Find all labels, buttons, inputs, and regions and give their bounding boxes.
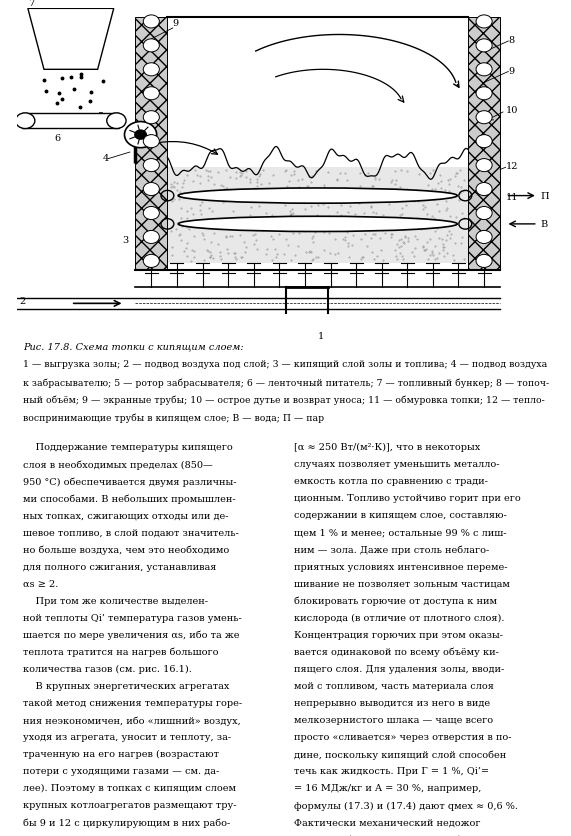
Text: приятных условиях интенсивное переме-: приятных условиях интенсивное переме- — [293, 563, 507, 572]
Text: мелкозернистого шлака — чаще всего: мелкозернистого шлака — чаще всего — [293, 716, 493, 725]
Text: щем 1 % и менее; остальные 99 % с лиш-: щем 1 % и менее; остальные 99 % с лиш- — [293, 528, 506, 538]
Text: мой с топливом, часть материала слоя: мой с топливом, часть материала слоя — [293, 682, 493, 691]
Circle shape — [143, 206, 159, 220]
Text: ционным. Топливо устойчиво горит при его: ционным. Топливо устойчиво горит при его — [293, 494, 520, 503]
Text: пящего слоя. Для удаления золы, вводи-: пящего слоя. Для удаления золы, вводи- — [293, 665, 504, 674]
Text: бы 9 и 12 с циркулирующим в них рабо-: бы 9 и 12 с циркулирующим в них рабо- — [23, 818, 230, 828]
Text: 11: 11 — [505, 193, 518, 202]
Text: течь как жидкость. При Г = 1 %, Qi’=: течь как жидкость. При Г = 1 %, Qi’= — [293, 767, 489, 777]
Circle shape — [476, 159, 492, 171]
Text: воспринимающие трубы в кипящем слое; В — вода; П — пар: воспринимающие трубы в кипящем слое; В —… — [23, 413, 324, 423]
Text: 5: 5 — [98, 112, 104, 121]
Text: При том же количестве выделен-: При том же количестве выделен- — [23, 597, 208, 606]
Text: 7: 7 — [28, 0, 34, 8]
Text: но больше воздуха, чем это необходимо: но больше воздуха, чем это необходимо — [23, 546, 229, 555]
Circle shape — [143, 182, 159, 196]
Text: крупных котлоагрегатов размещают тру-: крупных котлоагрегатов размещают тру- — [23, 802, 236, 810]
Text: 10: 10 — [505, 106, 518, 115]
Circle shape — [476, 38, 492, 52]
Text: 8: 8 — [508, 36, 514, 45]
Polygon shape — [28, 8, 114, 69]
Text: [α ≈ 250 Вт/(м²·К)], что в некоторых: [α ≈ 250 Вт/(м²·К)], что в некоторых — [293, 443, 480, 452]
Circle shape — [476, 182, 492, 196]
Text: 3: 3 — [122, 237, 128, 246]
Circle shape — [15, 113, 35, 129]
Text: 6: 6 — [55, 134, 61, 143]
Text: В: В — [540, 221, 548, 229]
Text: 12: 12 — [505, 162, 518, 171]
Text: кислорода (в отличие от плотного слоя).: кислорода (в отличие от плотного слоя). — [293, 614, 504, 623]
Text: теплота тратится на нагрев большого: теплота тратится на нагрев большого — [23, 648, 218, 657]
Circle shape — [134, 130, 147, 140]
Circle shape — [476, 135, 492, 148]
Bar — [167, 167, 468, 263]
Circle shape — [143, 38, 159, 52]
Text: дине, поскольку кипящий слой способен: дине, поскольку кипящий слой способен — [293, 750, 506, 760]
Text: вается одинаковой по всему объёму ки-: вается одинаковой по всему объёму ки- — [293, 648, 498, 657]
Text: содержании в кипящем слое, составляю-: содержании в кипящем слое, составляю- — [293, 512, 506, 521]
Circle shape — [143, 135, 159, 148]
Text: 1 — выгрузка золы; 2 — подвод воздуха под слой; 3 — кипящий слой золы и топлива;: 1 — выгрузка золы; 2 — подвод воздуха по… — [23, 360, 547, 370]
Text: Фактически механический недожог: Фактически механический недожог — [293, 818, 480, 828]
Text: 4: 4 — [103, 154, 109, 163]
Bar — [135, 17, 167, 269]
Circle shape — [476, 254, 492, 268]
Text: шевое топливо, в слой подают значитель-: шевое топливо, в слой подают значитель- — [23, 528, 239, 538]
Text: П: П — [540, 192, 549, 201]
Text: Рис. 17.8. Схема топки с кипящим слоем:: Рис. 17.8. Схема топки с кипящим слоем: — [23, 342, 243, 351]
Text: 9: 9 — [173, 18, 179, 28]
Circle shape — [143, 231, 159, 243]
Circle shape — [476, 15, 492, 28]
Text: количества газов (см. рис. 16.1).: количества газов (см. рис. 16.1). — [23, 665, 192, 674]
Text: такой метод снижения температуры горе-: такой метод снижения температуры горе- — [23, 699, 242, 708]
Text: лее). Поэтому в топках с кипящим слоем: лее). Поэтому в топках с кипящим слоем — [23, 784, 236, 793]
Circle shape — [107, 113, 126, 129]
Text: непрерывно выводится из него в виде: непрерывно выводится из него в виде — [293, 699, 490, 708]
Text: просто «сливается» через отверстия в по-: просто «сливается» через отверстия в по- — [293, 733, 511, 742]
Text: ный объём; 9 — экранные трубы; 10 — острое дутье и возврат уноса; 11 — обмуровка: ный объём; 9 — экранные трубы; 10 — остр… — [23, 395, 545, 405]
Text: В крупных энергетических агрегатах: В крупных энергетических агрегатах — [23, 682, 229, 691]
Text: случаях позволяет уменьшить металло-: случаях позволяет уменьшить металло- — [293, 461, 499, 469]
Text: Концентрация горючих при этом оказы-: Концентрация горючих при этом оказы- — [293, 631, 502, 640]
Ellipse shape — [178, 188, 457, 203]
Text: ним — зола. Даже при столь неблаго-: ним — зола. Даже при столь неблаго- — [293, 546, 489, 555]
Circle shape — [124, 121, 156, 148]
Text: блокировать горючие от доступа к ним: блокировать горючие от доступа к ним — [293, 597, 497, 606]
Text: уходя из агрегата, уносит и теплоту, за-: уходя из агрегата, уносит и теплоту, за- — [23, 733, 231, 742]
Text: шивание не позволяет зольным частицам: шивание не позволяет зольным частицам — [293, 579, 509, 589]
Circle shape — [476, 63, 492, 76]
Text: = 16 МДж/кг и A = 30 %, например,: = 16 МДж/кг и A = 30 %, например, — [293, 784, 481, 793]
Circle shape — [476, 87, 492, 99]
Text: αs ≥ 2.: αs ≥ 2. — [23, 579, 58, 589]
Circle shape — [476, 231, 492, 243]
Text: Поддержание температуры кипящего: Поддержание температуры кипящего — [23, 443, 232, 452]
Text: 1: 1 — [317, 332, 324, 341]
Circle shape — [143, 110, 159, 124]
Text: 9: 9 — [508, 67, 514, 76]
Circle shape — [143, 254, 159, 268]
Text: шается по мере увеличения αs, ибо та же: шается по мере увеличения αs, ибо та же — [23, 631, 239, 640]
Text: слоя в необходимых пределах (850—: слоя в необходимых пределах (850— — [23, 461, 212, 470]
Text: емкость котла по сравнению с тради-: емкость котла по сравнению с тради- — [293, 477, 488, 487]
Text: потери с уходящими газами — см. да-: потери с уходящими газами — см. да- — [23, 767, 219, 777]
Circle shape — [143, 159, 159, 171]
Circle shape — [143, 15, 159, 28]
Text: траченную на его нагрев (возрастают: траченную на его нагрев (возрастают — [23, 750, 219, 759]
Ellipse shape — [178, 217, 457, 232]
Text: ной теплоты Qi’ температура газов умень-: ной теплоты Qi’ температура газов умень- — [23, 614, 242, 623]
Text: к забрасывателю; 5 — ротор забрасывателя; 6 — ленточный питатель; 7 — топливный : к забрасывателю; 5 — ротор забрасывателя… — [23, 378, 549, 388]
Circle shape — [476, 110, 492, 124]
Circle shape — [143, 63, 159, 76]
Text: ми способами. В небольших промышлен-: ми способами. В небольших промышлен- — [23, 494, 235, 504]
Text: 950 °С) обеспечивается двумя различны-: 950 °С) обеспечивается двумя различны- — [23, 477, 236, 487]
Text: формулы (17.3) и (17.4) дают qмех ≈ 0,6 %.: формулы (17.3) и (17.4) дают qмех ≈ 0,6 … — [293, 802, 518, 811]
Text: ния неэкономичен, ибо «лишний» воздух,: ния неэкономичен, ибо «лишний» воздух, — [23, 716, 240, 726]
Circle shape — [476, 206, 492, 220]
Text: 2: 2 — [20, 298, 26, 307]
Bar — [468, 17, 500, 269]
Circle shape — [143, 87, 159, 99]
Text: ных топках, сжигающих отходы или де-: ных топках, сжигающих отходы или де- — [23, 512, 228, 521]
Text: для полного сжигания, устанавливая: для полного сжигания, устанавливая — [23, 563, 216, 572]
Bar — [22, 113, 119, 128]
